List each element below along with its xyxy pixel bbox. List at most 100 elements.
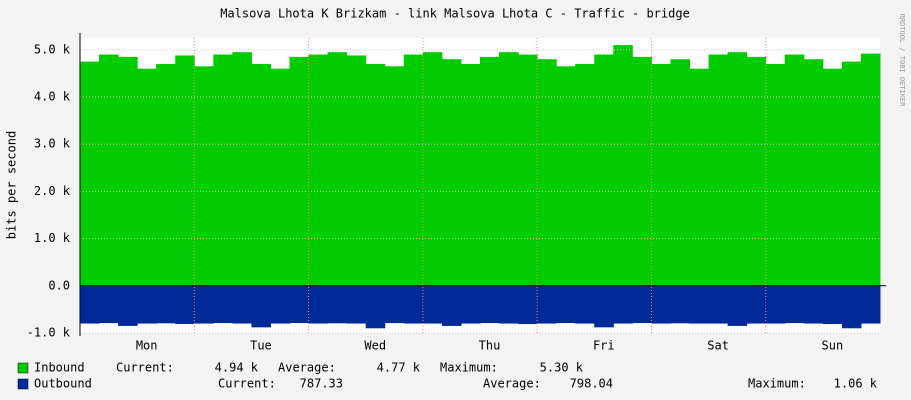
area-segment: [308, 285, 329, 324]
legend-stat: 4.77 k: [377, 361, 421, 375]
x-tick-label: Thu: [479, 339, 501, 353]
area-segment: [80, 61, 100, 286]
area-segment: [99, 285, 119, 324]
area-segment: [518, 285, 538, 325]
area-segment: [156, 285, 176, 324]
area-segment: [422, 52, 443, 286]
side-text: RRDTOOL / TOBI OETIKER: [898, 14, 906, 108]
area-segment: [346, 55, 367, 286]
area-segment: [803, 285, 824, 324]
area-segment: [594, 285, 614, 328]
legend-stat: 787.33: [300, 377, 343, 391]
area-segment: [632, 56, 652, 286]
area-segment: [651, 63, 671, 286]
area-segment: [289, 56, 310, 286]
area-segment: [575, 285, 595, 324]
area-segment: [651, 285, 671, 324]
area-segment: [613, 45, 633, 286]
area-segment: [689, 68, 710, 286]
area-segment: [613, 285, 633, 324]
area-segment: [575, 63, 595, 286]
x-tick-label: Wed: [364, 339, 386, 353]
area-segment: [765, 285, 786, 324]
area-segment: [403, 54, 424, 286]
area-segment: [175, 285, 195, 325]
area-segment: [365, 63, 386, 286]
area-segment: [460, 63, 481, 286]
area-segment: [556, 66, 576, 286]
y-tick-label: 4.0 k: [34, 90, 71, 104]
area-segment: [194, 285, 214, 324]
chart-title: Malsova Lhota K Brizkam - link Malsova L…: [220, 7, 690, 21]
y-tick-label: 1.0 k: [34, 231, 71, 245]
area-segment: [499, 52, 519, 286]
area-segment: [594, 54, 614, 286]
area-segment: [213, 54, 233, 286]
area-segment: [860, 285, 881, 324]
y-tick-label: 2.0 k: [34, 184, 71, 198]
area-segment: [384, 66, 405, 286]
area-segment: [422, 285, 443, 324]
area-segment: [746, 56, 767, 286]
area-segment: [499, 285, 519, 324]
area-segment: [156, 63, 176, 286]
y-tick-label: 5.0 k: [34, 42, 71, 56]
area-segment: [822, 68, 843, 286]
area-segment: [308, 54, 329, 286]
x-tick-label: Mon: [136, 339, 158, 353]
area-segment: [670, 59, 691, 286]
area-segment: [384, 285, 405, 324]
area-segment: [365, 285, 386, 329]
legend-stat: Current:: [218, 377, 276, 391]
area-segment: [327, 285, 348, 324]
area-segment: [403, 285, 424, 324]
area-segment: [670, 285, 691, 324]
area-segment: [137, 285, 157, 324]
legend-stat: Current:: [116, 361, 174, 375]
area-segment: [118, 285, 138, 326]
area-segment: [632, 285, 652, 324]
area-segment: [784, 54, 805, 286]
y-tick-label: -1.0 k: [27, 326, 71, 340]
area-segment: [727, 52, 748, 286]
area-segment: [537, 285, 557, 324]
y-axis-label: bits per second: [5, 131, 19, 239]
legend-swatch: [17, 378, 29, 390]
legend-label: Outbound: [34, 377, 92, 391]
area-segment: [232, 52, 252, 286]
area-segment: [518, 54, 538, 286]
area-segment: [460, 285, 481, 324]
area-segment: [213, 285, 233, 324]
area-segment: [441, 285, 462, 326]
area-segment: [441, 59, 462, 286]
area-segment: [346, 285, 367, 324]
area-segment: [480, 285, 500, 324]
area-segment: [137, 68, 157, 286]
area-segment: [480, 56, 500, 286]
legend-stat: Average:: [483, 377, 541, 391]
area-segment: [689, 285, 710, 324]
area-segment: [194, 66, 214, 286]
area-segment: [708, 285, 729, 324]
legend-stat: 798.04: [570, 377, 613, 391]
legend-stat: 4.94 k: [215, 361, 259, 375]
legend-swatch: [17, 362, 29, 374]
area-segment: [99, 54, 119, 286]
legend-stat: 5.30 k: [540, 361, 584, 375]
legend-label: Inbound: [34, 361, 85, 375]
y-tick-label: 3.0 k: [34, 137, 71, 151]
area-segment: [803, 59, 824, 286]
x-tick-label: Sun: [822, 339, 844, 353]
area-segment: [727, 285, 748, 326]
legend-stat: 1.06 k: [834, 377, 878, 391]
legend-stat: Maximum:: [748, 377, 806, 391]
area-segment: [822, 285, 843, 325]
area-segment: [232, 285, 252, 324]
area-segment: [860, 53, 881, 286]
area-segment: [746, 285, 767, 324]
area-segment: [556, 285, 576, 324]
area-segment: [270, 68, 291, 286]
area-segment: [251, 285, 271, 328]
area-segment: [537, 59, 557, 286]
